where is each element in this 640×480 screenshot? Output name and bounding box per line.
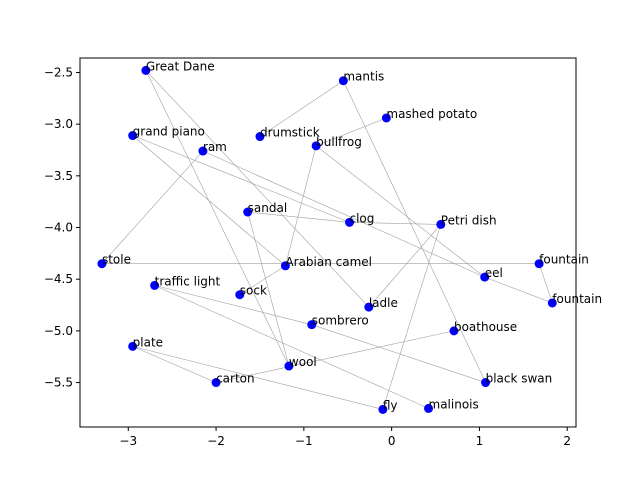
- data-point: [547, 298, 557, 308]
- point-label: boathouse: [454, 320, 517, 334]
- edge-line: [368, 224, 442, 308]
- data-point: [97, 259, 107, 269]
- data-point: [480, 272, 490, 282]
- edge-line: [484, 276, 553, 304]
- point-label: Petri dish: [441, 213, 497, 227]
- data-point: [255, 132, 265, 142]
- edge-line: [247, 211, 350, 223]
- data-point: [311, 141, 321, 151]
- edge-line: [145, 70, 370, 308]
- points-layer: [97, 65, 557, 414]
- data-point: [449, 326, 459, 336]
- point-label: mantis: [343, 70, 384, 84]
- data-point: [436, 219, 446, 229]
- data-point: [128, 131, 138, 141]
- edge-line: [315, 145, 485, 278]
- point-label: fountain: [552, 292, 602, 306]
- edge-line: [239, 265, 286, 295]
- data-point: [128, 341, 138, 351]
- point-labels-layer: Great Dane mantis mashed potato grand piano…: [102, 59, 602, 412]
- edge-line: [382, 224, 442, 410]
- point-label: sandal: [248, 201, 288, 215]
- data-point: [243, 207, 253, 217]
- y-tick-label: −5.5: [44, 376, 73, 390]
- point-label: wool: [289, 355, 317, 369]
- point-label: fly: [383, 398, 398, 412]
- data-point: [345, 217, 355, 227]
- x-tick-label: 2: [563, 434, 571, 448]
- data-point: [235, 290, 245, 300]
- point-label: stole: [102, 253, 131, 267]
- x-tick-label: −2: [207, 434, 225, 448]
- data-point: [338, 76, 348, 86]
- point-label: plate: [133, 335, 163, 349]
- edge-line: [316, 117, 387, 147]
- data-point: [150, 280, 160, 290]
- edge-line: [216, 330, 455, 383]
- data-point: [141, 65, 151, 75]
- edge-line: [154, 285, 429, 409]
- point-label: fountain: [539, 253, 589, 267]
- x-axis: −3 −2 −1 0 1 2: [119, 427, 571, 448]
- point-label: eel: [485, 266, 503, 280]
- edge-line: [349, 222, 441, 225]
- y-tick-label: −2.5: [44, 65, 73, 79]
- edge-line: [343, 80, 486, 383]
- edge-line: [132, 135, 350, 223]
- data-point: [378, 404, 388, 414]
- point-label: clog: [350, 211, 375, 225]
- data-point: [198, 146, 208, 156]
- point-label: Arabian camel: [285, 255, 372, 269]
- y-tick-label: −4.5: [44, 272, 73, 286]
- data-point: [211, 378, 221, 388]
- point-label: bullfrog: [316, 135, 362, 149]
- y-tick-label: −4.0: [44, 221, 73, 235]
- plot-frame: [79, 57, 577, 428]
- edge-line: [145, 70, 290, 367]
- edge-line: [538, 263, 553, 304]
- x-tick-label: −3: [119, 434, 137, 448]
- point-label: carton: [216, 372, 255, 386]
- y-tick-label: −3.5: [44, 169, 73, 183]
- data-point: [481, 378, 491, 388]
- y-tick-label: −3.0: [44, 117, 73, 131]
- edge-line: [311, 324, 486, 383]
- point-label: ladle: [369, 296, 398, 310]
- edge-line: [247, 211, 290, 367]
- point-label: drumstick: [260, 126, 320, 140]
- edge-line: [132, 135, 286, 266]
- x-tick-label: 1: [476, 434, 484, 448]
- point-label: Great Dane: [146, 59, 215, 73]
- point-label: grand piano: [133, 125, 205, 139]
- edge-line: [259, 80, 344, 137]
- x-tick-label: 0: [388, 434, 396, 448]
- x-tick-label: −1: [295, 434, 313, 448]
- edge-line: [132, 346, 217, 383]
- edge-line: [132, 346, 383, 410]
- point-label: malinois: [429, 397, 479, 411]
- data-point: [284, 361, 294, 371]
- data-point: [381, 113, 391, 123]
- point-label: black swan: [486, 372, 553, 386]
- data-point: [307, 320, 317, 330]
- data-point: [280, 261, 290, 271]
- point-label: sombrero: [312, 314, 369, 328]
- edge-line: [202, 150, 485, 278]
- data-point: [424, 403, 434, 413]
- point-label: mashed potato: [386, 107, 477, 121]
- edge-line: [154, 285, 312, 325]
- point-label: ram: [203, 140, 227, 154]
- data-point: [364, 302, 374, 312]
- edge-line: [285, 145, 317, 266]
- y-axis: −2.5 −3.0 −3.5 −4.0 −4.5 −5.0 −5.5: [44, 65, 80, 390]
- y-tick-label: −5.0: [44, 324, 73, 338]
- point-label: sock: [240, 284, 267, 298]
- edges-layer: [101, 70, 553, 410]
- data-point: [534, 259, 544, 269]
- edge-line: [101, 150, 204, 264]
- point-label: traffic light: [155, 274, 221, 288]
